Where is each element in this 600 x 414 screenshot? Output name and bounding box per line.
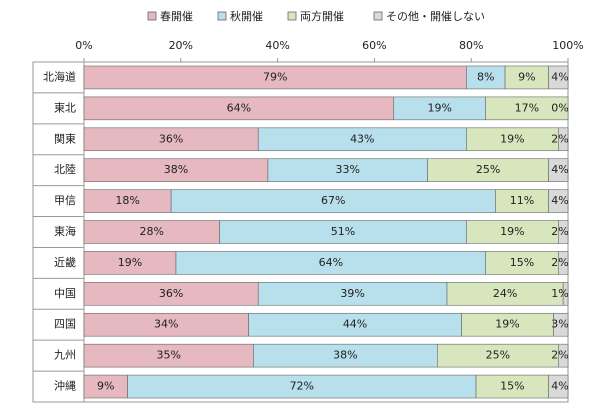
bar-segment xyxy=(548,374,569,399)
bar-segment xyxy=(558,220,569,244)
value-label: 19% xyxy=(495,318,519,331)
value-label: 67% xyxy=(321,194,345,207)
category-label: 甲信 xyxy=(54,194,76,207)
value-label: 79% xyxy=(263,70,287,83)
legend-label: 両方開催 xyxy=(300,9,344,23)
category-label: 関東 xyxy=(54,132,76,145)
value-label: 9% xyxy=(518,70,535,83)
legend-swatch xyxy=(147,11,157,21)
value-label: 11% xyxy=(510,194,534,207)
legend-swatch xyxy=(217,11,227,21)
value-label: 35% xyxy=(156,349,180,362)
value-label: 25% xyxy=(476,163,500,176)
value-label: 4% xyxy=(551,163,568,176)
x-tick-label: 80% xyxy=(459,39,483,52)
value-label: 44% xyxy=(343,318,367,331)
value-label: 19% xyxy=(118,256,142,269)
x-tick-label: 40% xyxy=(265,39,289,52)
legend-label: その他・開催しない xyxy=(386,9,485,23)
value-label: 4% xyxy=(551,194,568,207)
bar-segment xyxy=(485,96,569,121)
legend-label: 春開催 xyxy=(160,9,193,23)
value-label: 2% xyxy=(551,225,568,238)
bar-segment xyxy=(558,127,569,152)
value-label: 3% xyxy=(551,318,568,331)
category-label: 北陸 xyxy=(54,163,76,176)
category-label: 中国 xyxy=(54,287,76,300)
value-label: 4% xyxy=(551,70,568,83)
bar-segment xyxy=(548,65,569,90)
x-tick-label: 20% xyxy=(169,39,193,52)
value-label: 38% xyxy=(164,163,188,176)
bar-segment xyxy=(548,158,569,182)
category-label: 沖縄 xyxy=(54,379,76,393)
value-label: 8% xyxy=(477,70,494,83)
value-label: 4% xyxy=(551,380,568,393)
x-tick-label: 100% xyxy=(552,39,583,52)
value-label: 2% xyxy=(551,256,568,269)
category-label: 四国 xyxy=(54,318,76,331)
x-tick-label: 60% xyxy=(362,39,386,52)
value-label: 2% xyxy=(551,132,568,145)
x-tick-label: 0% xyxy=(75,39,92,52)
value-label: 36% xyxy=(159,287,183,300)
value-label: 2% xyxy=(551,349,568,362)
legend-label: 秋開催 xyxy=(230,9,263,23)
category-label: 近畿 xyxy=(54,255,76,269)
value-label: 24% xyxy=(493,287,517,300)
value-label: 38% xyxy=(333,349,357,362)
category-label: 北海道 xyxy=(43,69,76,83)
value-label: 1% xyxy=(551,287,568,300)
value-label: 36% xyxy=(159,132,183,145)
value-label: 51% xyxy=(331,225,355,238)
value-label: 25% xyxy=(486,349,510,362)
value-label: 39% xyxy=(340,287,364,300)
category-label: 九州 xyxy=(54,349,76,362)
value-label: 19% xyxy=(500,132,524,145)
category-label: 東北 xyxy=(54,101,76,114)
category-label: 東海 xyxy=(54,224,76,238)
value-label: 72% xyxy=(290,380,314,393)
bar-segment xyxy=(558,343,569,368)
value-label: 0% xyxy=(551,101,568,114)
value-label: 43% xyxy=(350,132,374,145)
value-label: 19% xyxy=(428,101,452,114)
value-label: 18% xyxy=(115,194,139,207)
value-label: 64% xyxy=(227,101,251,114)
value-label: 34% xyxy=(154,318,178,331)
bar-segment xyxy=(562,282,569,306)
value-label: 17% xyxy=(515,101,539,114)
value-label: 9% xyxy=(97,380,114,393)
value-label: 15% xyxy=(500,380,524,393)
bar-segment xyxy=(558,251,569,275)
bar-segment xyxy=(548,189,569,213)
bar-segment xyxy=(553,312,569,337)
value-label: 19% xyxy=(500,225,524,238)
value-label: 15% xyxy=(510,256,534,269)
value-label: 28% xyxy=(140,225,164,238)
legend-swatch xyxy=(373,11,383,21)
value-label: 64% xyxy=(319,256,343,269)
legend-swatch xyxy=(287,11,297,21)
value-label: 33% xyxy=(336,163,360,176)
